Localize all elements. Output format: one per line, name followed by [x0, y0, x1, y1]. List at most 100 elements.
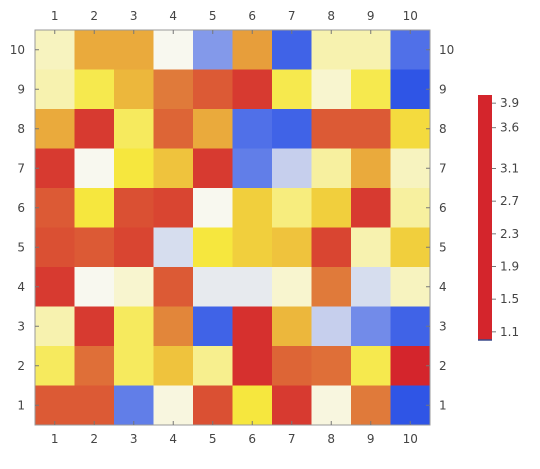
x-tick-label-top-5: 5 [209, 9, 217, 23]
heatmap-cell-x4-y1 [153, 385, 194, 426]
heatmap-cell-x2-y8 [74, 109, 115, 149]
heatmap-cell-x3-y6 [114, 188, 154, 228]
heatmap-cell-x2-y10 [74, 30, 115, 70]
heatmap-cell-x1-y9 [35, 69, 75, 110]
heatmap-cell-x1-y1 [35, 385, 75, 426]
heatmap-cell-x8-y1 [311, 385, 352, 426]
heatmap-cell-x6-y4 [232, 267, 273, 307]
colorbar-bar [478, 95, 492, 340]
y-tick-label-right-9: 9 [439, 82, 447, 96]
heatmap-cell-x6-y1 [232, 385, 273, 426]
colorbar-tick-label-1.1: 1.1 [500, 325, 519, 339]
heatmap-cell-x10-y5 [390, 227, 431, 268]
x-tick-label-bottom-5: 5 [209, 432, 217, 446]
heatmap-cell-x5-y7 [193, 148, 233, 189]
heatmap-cell-x8-y3 [311, 306, 352, 347]
x-tick-label-bottom-4: 4 [169, 432, 177, 446]
heatmap-cell-x8-y4 [311, 267, 352, 307]
y-tick-label-left-2: 2 [17, 359, 25, 373]
y-tick-label-left-5: 5 [17, 240, 25, 254]
heatmap-cell-x5-y6 [193, 188, 233, 228]
heatmap-cell-x3-y1 [114, 385, 154, 426]
heatmap-cell-x6-y2 [232, 346, 273, 386]
heatmap-cell-x5-y2 [193, 346, 233, 386]
heatmap-cell-x7-y7 [272, 148, 312, 189]
y-tick-label-left-6: 6 [17, 201, 25, 215]
heatmap-cell-x1-y7 [35, 148, 75, 189]
y-tick-label-right-10: 10 [439, 43, 454, 57]
heatmap-cell-x9-y1 [351, 385, 391, 426]
heatmap-cell-x7-y9 [272, 69, 312, 110]
heatmap-cell-x3-y5 [114, 227, 154, 268]
heatmap-cell-x2-y5 [74, 227, 115, 268]
heatmap-cell-x9-y5 [351, 227, 391, 268]
x-tick-label-bottom-10: 10 [403, 432, 418, 446]
x-tick-label-bottom-2: 2 [90, 432, 98, 446]
heatmap-cell-x9-y7 [351, 148, 391, 189]
x-tick-label-top-4: 4 [169, 9, 177, 23]
heatmap-cell-x7-y10 [272, 30, 312, 70]
heatmap-cell-x4-y10 [153, 30, 194, 70]
y-tick-label-right-4: 4 [439, 280, 447, 294]
heatmap-cell-x2-y2 [74, 346, 115, 386]
heatmap-cell-x10-y9 [390, 69, 431, 110]
heatmap-cell-x10-y2 [390, 346, 431, 386]
x-tick-label-bottom-6: 6 [248, 432, 256, 446]
y-tick-label-right-2: 2 [439, 359, 447, 373]
heatmap-cell-x5-y10 [193, 30, 233, 70]
y-tick-label-right-8: 8 [439, 122, 447, 136]
heatmap-cell-x7-y2 [272, 346, 312, 386]
heatmap-cell-x6-y10 [232, 30, 273, 70]
heatmap-cell-x7-y8 [272, 109, 312, 149]
heatmap-cell-x4-y3 [153, 306, 194, 347]
heatmap-cell-x1-y5 [35, 227, 75, 268]
heatmap-cell-x7-y4 [272, 267, 312, 307]
heatmap-cell-x8-y9 [311, 69, 352, 110]
x-tick-label-top-9: 9 [367, 9, 375, 23]
heatmap-cell-x10-y10 [390, 30, 431, 70]
heatmap-cell-x8-y2 [311, 346, 352, 386]
heatmap-cell-x8-y5 [311, 227, 352, 268]
x-tick-label-bottom-9: 9 [367, 432, 375, 446]
heatmap-cell-x10-y7 [390, 148, 431, 189]
colorbar-tick-label-2.3: 2.3 [500, 227, 519, 241]
y-tick-label-right-1: 1 [439, 398, 447, 412]
y-tick-label-right-5: 5 [439, 240, 447, 254]
heatmap-cell-x2-y7 [74, 148, 115, 189]
heatmap-cell-x9-y10 [351, 30, 391, 70]
heatmap-cell-x5-y1 [193, 385, 233, 426]
heatmap-cell-x6-y8 [232, 109, 273, 149]
heatmap-cell-x5-y4 [193, 267, 233, 307]
x-tick-label-top-1: 1 [51, 9, 59, 23]
y-tick-label-right-7: 7 [439, 161, 447, 175]
heatmap-cell-x4-y4 [153, 267, 194, 307]
x-tick-label-bottom-7: 7 [288, 432, 296, 446]
colorbar-tick-label-1.5: 1.5 [500, 292, 519, 306]
heatmap-cell-x10-y3 [390, 306, 431, 347]
heatmap-cell-x1-y10 [35, 30, 75, 70]
heatmap-cell-x4-y9 [153, 69, 194, 110]
y-tick-label-left-4: 4 [17, 280, 25, 294]
heatmap-cell-x1-y2 [35, 346, 75, 386]
heatmap-cell-x8-y6 [311, 188, 352, 228]
colorbar-tick-label-3.9: 3.9 [500, 96, 519, 110]
x-tick-label-bottom-8: 8 [327, 432, 335, 446]
heatmap-cell-x5-y3 [193, 306, 233, 347]
colorbar-tick-label-2.7: 2.7 [500, 194, 519, 208]
x-tick-label-bottom-3: 3 [130, 432, 138, 446]
heatmap-cell-x10-y8 [390, 109, 431, 149]
y-tick-label-left-3: 3 [17, 319, 25, 333]
axis-ticks [35, 30, 430, 425]
x-tick-label-top-8: 8 [327, 9, 335, 23]
y-tick-label-left-1: 1 [17, 398, 25, 412]
y-tick-label-left-10: 10 [10, 43, 25, 57]
colorbar-tick-label-3.6: 3.6 [500, 121, 519, 135]
heatmap-cell-x3-y7 [114, 148, 154, 189]
heatmap-cell-x2-y3 [74, 306, 115, 347]
heatmap-cell-x4-y7 [153, 148, 194, 189]
heatmap-cell-x9-y2 [351, 346, 391, 386]
heatmap-cell-x9-y4 [351, 267, 391, 307]
colorbar-tick-label-1.9: 1.9 [500, 260, 519, 274]
heatmap-cell-x5-y5 [193, 227, 233, 268]
x-tick-label-top-2: 2 [90, 9, 98, 23]
